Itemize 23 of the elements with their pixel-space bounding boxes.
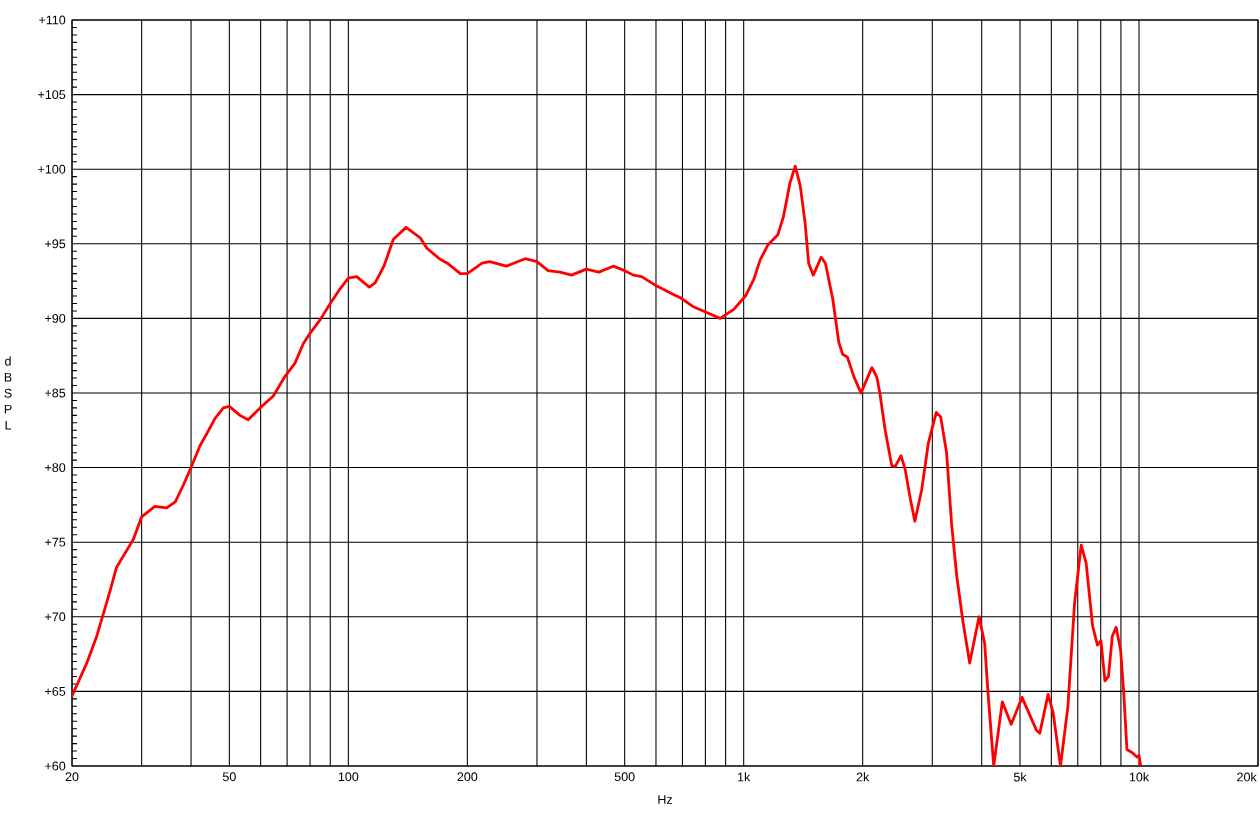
y-tick-label: +100	[38, 164, 66, 174]
x-tick-label: 500	[614, 772, 635, 782]
x-tick-label: 10k	[1129, 772, 1150, 782]
x-tick-label: 50	[222, 772, 236, 782]
y-tick-label: +65	[45, 686, 66, 696]
x-tick-label: 100	[338, 772, 359, 782]
y-tick-label: +70	[45, 612, 66, 622]
x-tick-label: 1k	[738, 772, 751, 782]
x-tick-label: 2k	[856, 772, 870, 782]
y-tick-label: +105	[38, 90, 66, 100]
y-tick-label: +80	[45, 463, 66, 473]
y-tick-label: +110	[39, 15, 66, 25]
x-tick-label: 200	[457, 772, 478, 782]
y-axis-title: dB SPL	[4, 356, 12, 430]
y-tick-label: +95	[45, 239, 66, 249]
y-tick-label: +85	[45, 388, 66, 398]
x-tick-label: 20	[65, 772, 79, 782]
y-tick-label: +90	[45, 313, 66, 323]
x-tick-label: 20k	[1237, 772, 1257, 782]
x-axis-title: Hz	[658, 795, 673, 804]
y-tick-label: +75	[45, 537, 66, 547]
y-tick-label: +60	[45, 761, 66, 771]
x-tick-label: 5k	[1013, 772, 1027, 782]
